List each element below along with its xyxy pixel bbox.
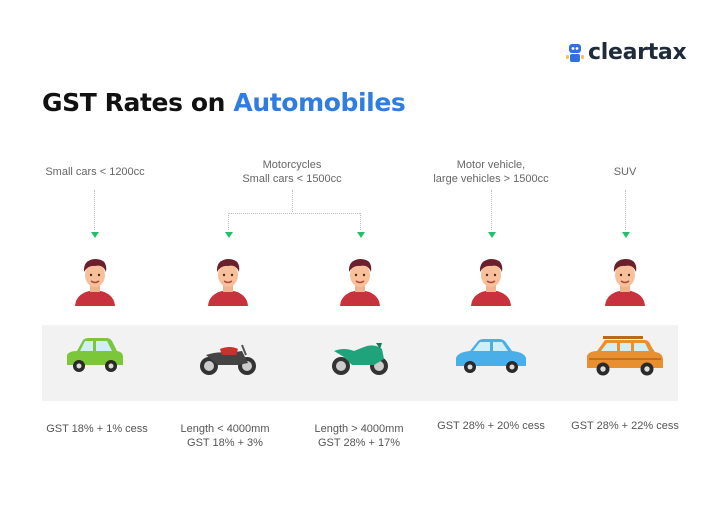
robot-mascot-icon (566, 43, 584, 62)
title-prefix: GST Rates on (42, 88, 226, 117)
connector-line (491, 190, 492, 230)
rate-suv: GST 28% + 22% cess (571, 420, 679, 432)
person-avatar (470, 258, 512, 307)
connector-line (228, 213, 229, 230)
connector-line (292, 190, 293, 212)
brand-name: cleartax (588, 40, 687, 65)
connector-line (360, 213, 361, 230)
arrow-down-icon (622, 232, 630, 238)
title-highlight: Automobiles (233, 88, 406, 117)
arrow-down-icon (225, 232, 233, 238)
person-avatar (74, 258, 116, 307)
person-avatar (604, 258, 646, 307)
cleartax-logo: cleartax (566, 40, 687, 65)
rate-motorcycles-long: Length > 4000mm GST 28% + 17% (314, 423, 404, 449)
orange-suv-wagon-icon (587, 336, 663, 376)
arrow-down-icon (91, 232, 99, 238)
person-avatar (339, 258, 381, 307)
blue-sedan-car-icon (456, 339, 526, 373)
person-avatar (207, 258, 249, 307)
arrow-down-icon (488, 232, 496, 238)
red-cruiser-motorcycle-icon (200, 344, 256, 375)
category-label-small-cars-1200: Small cars < 1200cc (45, 166, 145, 178)
green-hatchback-car-icon (67, 338, 123, 372)
page-title: GST Rates on Automobiles (42, 88, 406, 117)
rate-large-vehicles: GST 28% + 20% cess (437, 420, 545, 432)
green-sport-motorcycle-icon (332, 343, 388, 375)
connector-line (94, 190, 95, 230)
category-label-motorcycles-small-cars-1500: Motorcycles Small cars < 1500cc (242, 159, 342, 185)
rate-small-cars: GST 18% + 1% cess (46, 423, 148, 435)
rate-motorcycles-short: Length < 4000mm GST 18% + 3% (180, 423, 270, 449)
connector-line (625, 190, 626, 230)
arrow-down-icon (357, 232, 365, 238)
category-label-suv: SUV (613, 166, 637, 178)
connector-line (228, 213, 360, 214)
category-label-large-vehicles: Motor vehicle, large vehicles > 1500cc (433, 159, 549, 185)
